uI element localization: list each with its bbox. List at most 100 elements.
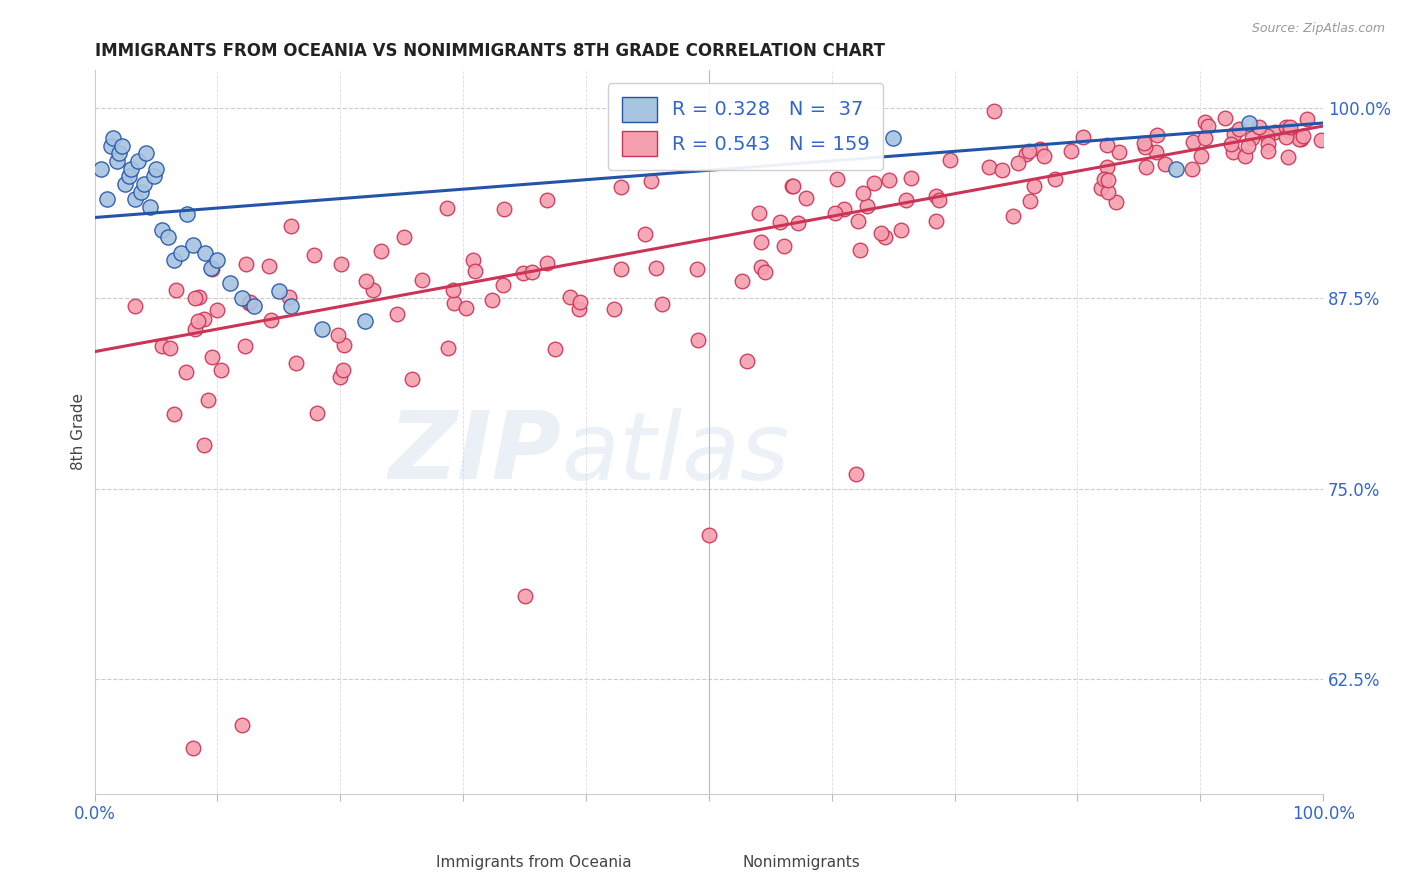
Point	[1105, 194, 1128, 209]
Point	[1257, 144, 1279, 158]
Point	[686, 333, 709, 347]
Point	[983, 104, 1005, 119]
Point	[238, 295, 260, 310]
Point	[100, 139, 122, 153]
Point	[1264, 125, 1286, 139]
Point	[1197, 119, 1219, 133]
Point	[1274, 130, 1296, 145]
Point	[1241, 131, 1264, 145]
Point	[257, 259, 280, 273]
Point	[1234, 149, 1257, 163]
Point	[1275, 120, 1298, 134]
Point	[277, 290, 299, 304]
Point	[1060, 144, 1083, 158]
Point	[1277, 123, 1299, 137]
Point	[231, 291, 253, 305]
Point	[181, 741, 204, 756]
Point	[108, 146, 131, 161]
Point	[132, 177, 155, 191]
Point	[437, 341, 460, 355]
Point	[1223, 127, 1246, 141]
Point	[1292, 128, 1315, 143]
Point	[163, 253, 186, 268]
Point	[235, 339, 257, 353]
Point	[825, 172, 848, 186]
Point	[385, 307, 408, 321]
Point	[90, 161, 112, 176]
Point	[609, 180, 631, 194]
Point	[1135, 140, 1157, 154]
Point	[464, 264, 486, 278]
Point	[1277, 150, 1299, 164]
Point	[991, 163, 1014, 178]
Text: Nonimmigrants: Nonimmigrants	[742, 855, 860, 870]
Point	[846, 214, 869, 228]
Point	[512, 266, 534, 280]
Point	[1097, 185, 1119, 199]
Point	[285, 356, 308, 370]
Point	[194, 245, 217, 260]
Point	[536, 256, 558, 270]
Point	[302, 248, 325, 262]
Point	[849, 243, 872, 257]
Point	[749, 260, 772, 274]
Point	[193, 438, 215, 452]
Point	[832, 202, 855, 217]
Point	[1144, 145, 1167, 159]
Point	[150, 223, 173, 237]
Point	[401, 372, 423, 386]
Point	[1024, 178, 1046, 193]
Point	[1133, 136, 1156, 151]
Point	[603, 301, 626, 316]
Point	[193, 312, 215, 326]
Point	[780, 179, 803, 194]
Point	[634, 227, 657, 241]
Point	[640, 174, 662, 188]
Point	[1296, 112, 1319, 126]
Point	[1256, 128, 1278, 143]
Point	[197, 392, 219, 407]
Point	[520, 265, 543, 279]
Point	[1071, 130, 1094, 145]
Point	[238, 296, 260, 310]
Point	[644, 260, 666, 275]
Point	[1220, 137, 1243, 152]
Point	[326, 327, 349, 342]
Point	[96, 192, 118, 206]
Point	[441, 283, 464, 297]
Point	[1189, 149, 1212, 163]
Point	[1097, 172, 1119, 186]
Point	[354, 274, 377, 288]
Point	[280, 299, 302, 313]
Point	[443, 296, 465, 310]
Point	[370, 244, 392, 259]
Point	[925, 214, 948, 228]
Point	[1032, 149, 1054, 163]
Point	[1227, 122, 1250, 136]
Point	[875, 230, 897, 244]
Y-axis label: 8th Grade: 8th Grade	[72, 393, 86, 470]
Point	[900, 170, 922, 185]
Point	[569, 294, 592, 309]
Point	[558, 289, 581, 303]
Point	[184, 322, 207, 336]
Text: IMMIGRANTS FROM OCEANIA VS NONIMMIGRANTS 8TH GRADE CORRELATION CHART: IMMIGRANTS FROM OCEANIA VS NONIMMIGRANTS…	[94, 42, 884, 60]
Point	[1310, 132, 1333, 146]
Point	[782, 178, 804, 193]
Point	[181, 238, 204, 252]
Point	[481, 293, 503, 307]
Point	[824, 206, 846, 220]
Point	[863, 176, 886, 190]
Point	[1236, 138, 1258, 153]
Point	[267, 284, 290, 298]
Point	[1181, 161, 1204, 176]
Point	[157, 230, 180, 244]
Point	[492, 202, 515, 216]
Point	[754, 264, 776, 278]
Point	[333, 338, 356, 352]
Point	[939, 153, 962, 167]
Point	[737, 354, 759, 368]
Point	[124, 299, 146, 313]
Point	[544, 342, 567, 356]
Point	[114, 177, 136, 191]
